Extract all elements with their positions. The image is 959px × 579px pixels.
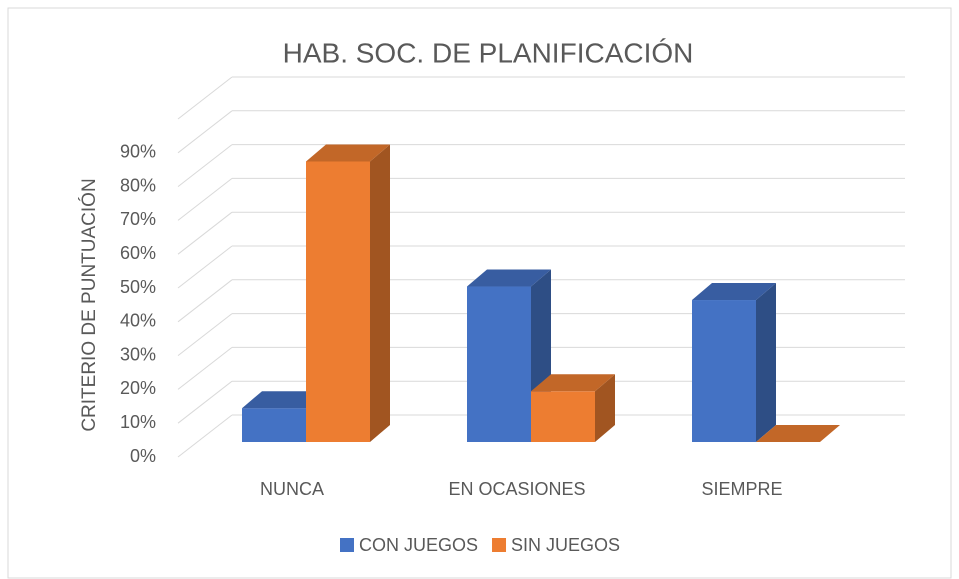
grid-line bbox=[177, 144, 233, 187]
grid-line bbox=[177, 76, 233, 120]
bar-top bbox=[692, 283, 776, 301]
grid-line bbox=[177, 347, 233, 390]
y-axis-label: CRITERIO DE PUNTUACIÓN bbox=[78, 178, 100, 431]
legend-swatch bbox=[492, 538, 507, 552]
bar-top bbox=[756, 425, 840, 442]
x-tick-label: EN OCASIONES bbox=[448, 479, 585, 499]
y-tick-label: 70% bbox=[120, 209, 156, 229]
bar-front bbox=[242, 408, 306, 442]
bar-front bbox=[467, 286, 531, 442]
y-tick-label: 90% bbox=[120, 142, 156, 162]
grid-line bbox=[177, 178, 233, 221]
y-tick-label: 20% bbox=[120, 378, 156, 398]
y-tick-label: 0% bbox=[130, 446, 156, 466]
grid-line bbox=[177, 313, 233, 356]
bar-top bbox=[467, 269, 551, 287]
y-tick-label: 80% bbox=[120, 175, 156, 195]
grid-line bbox=[177, 245, 233, 289]
bar-top bbox=[242, 391, 326, 409]
bar-side bbox=[756, 283, 776, 442]
bar-side bbox=[595, 374, 615, 442]
legend-swatch bbox=[340, 538, 354, 552]
grid-line bbox=[177, 211, 233, 255]
grid-line bbox=[177, 414, 233, 458]
chart-title: HAB. SOC. DE PLANIFICACIÓN bbox=[283, 37, 694, 68]
legend-label: SIN JUEGOS bbox=[511, 535, 620, 555]
x-tick-label: SIEMPRE bbox=[701, 479, 782, 499]
bar-top bbox=[306, 144, 390, 162]
x-tick-label: NUNCA bbox=[260, 479, 324, 499]
grid-line bbox=[177, 380, 233, 424]
y-tick-label: 30% bbox=[120, 344, 156, 364]
bar-front bbox=[306, 161, 370, 442]
bar-front bbox=[531, 391, 595, 442]
bar-front bbox=[692, 300, 756, 442]
legend-label: CON JUEGOS bbox=[359, 535, 478, 555]
bar-top bbox=[531, 374, 615, 392]
y-tick-label: 60% bbox=[120, 243, 156, 263]
y-tick-label: 40% bbox=[120, 311, 156, 331]
grid-line bbox=[177, 110, 233, 154]
grid-line bbox=[177, 279, 233, 323]
y-tick-label: 10% bbox=[120, 412, 156, 432]
y-tick-label: 50% bbox=[120, 277, 156, 297]
bar-side bbox=[370, 144, 390, 442]
